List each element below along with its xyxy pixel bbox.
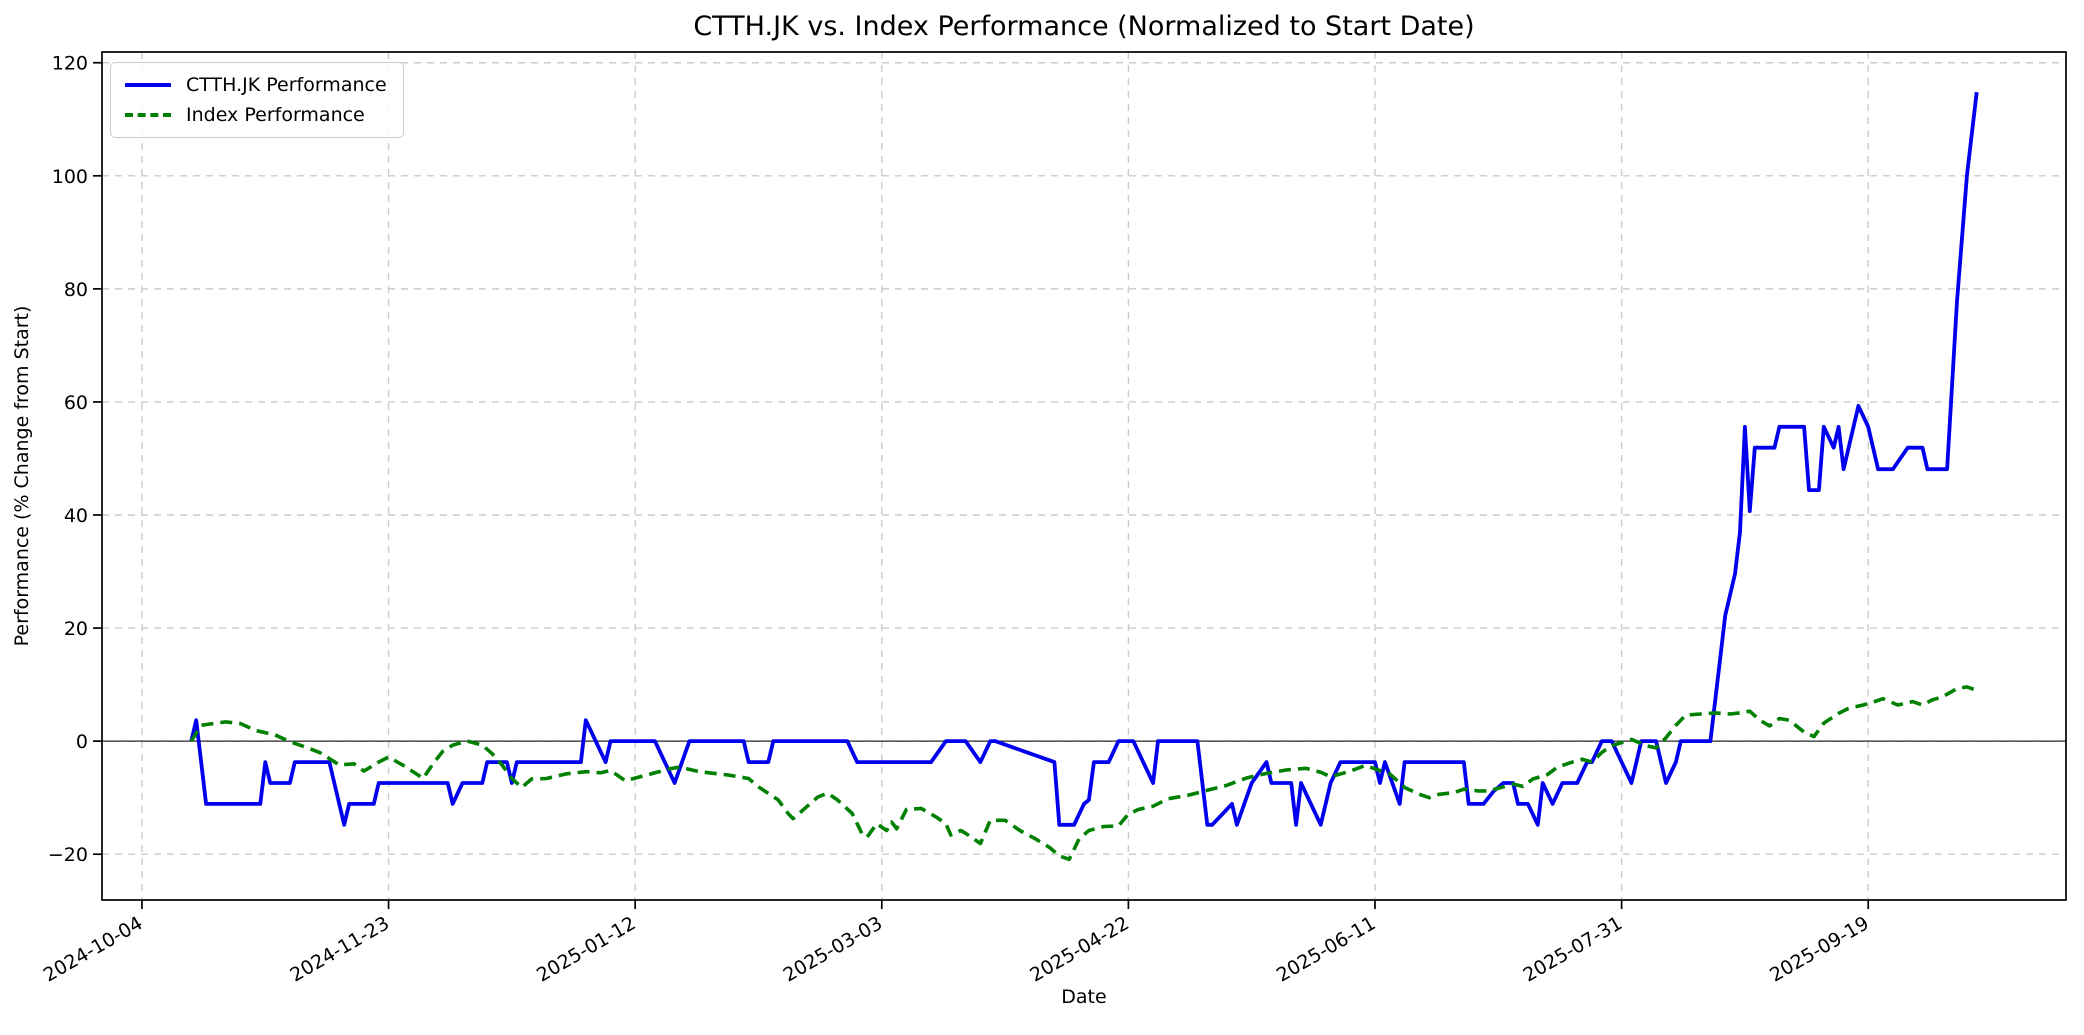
legend-item-ctth: CTTH.JK Performance: [125, 74, 387, 96]
legend-item-index: Index Performance: [125, 104, 387, 126]
x-tick-label: 2025-04-22: [1026, 912, 1133, 986]
index-line-swatch-icon: [125, 113, 171, 117]
legend: CTTH.JK Performance Index Performance: [110, 62, 404, 138]
x-tick-label: 2024-10-04: [40, 912, 147, 986]
y-tick-label: 100: [52, 166, 88, 188]
ctth-line-swatch-icon: [125, 83, 171, 87]
y-tick-label: 0: [76, 731, 88, 753]
x-tick-label: 2025-01-12: [533, 912, 640, 986]
x-tick-label: 2025-06-11: [1273, 912, 1380, 986]
y-axis-label: Performance (% Change from Start): [11, 305, 33, 647]
x-tick-label: 2025-03-03: [780, 912, 887, 986]
series-line-index: [189, 685, 1978, 862]
x-tick-label: 2024-11-23: [286, 912, 393, 986]
y-tick-label: 80: [64, 279, 88, 301]
y-tick-label: 120: [52, 53, 88, 75]
x-axis-label: Date: [1061, 986, 1107, 1008]
y-tick-label: 60: [64, 392, 88, 414]
x-tick-label: 2025-07-31: [1519, 912, 1626, 986]
legend-label-ctth: CTTH.JK Performance: [186, 74, 387, 96]
plot-border: [101, 51, 2067, 901]
y-tick-label: −20: [48, 844, 88, 866]
legend-label-index: Index Performance: [186, 104, 365, 126]
chart-title: CTTH.JK vs. Index Performance (Normalize…: [693, 11, 1475, 42]
series-line-ctth: [189, 91, 1979, 827]
y-tick-label: 20: [64, 618, 88, 640]
x-tick-label: 2025-09-19: [1766, 912, 1873, 986]
y-tick-label: 40: [64, 505, 88, 527]
